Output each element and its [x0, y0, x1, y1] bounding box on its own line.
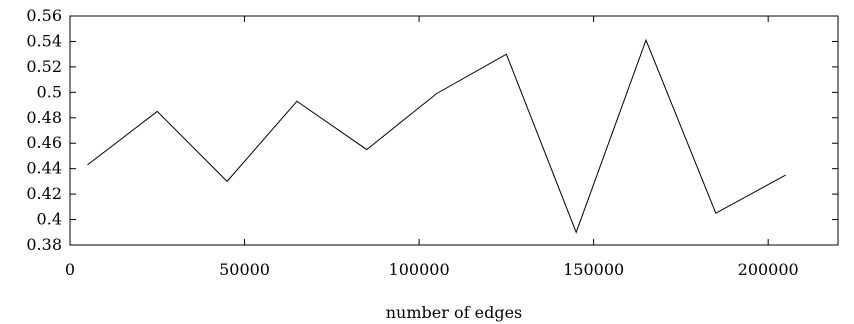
- plot-frame: [69, 15, 839, 246]
- x-tick-label: 100000: [389, 260, 450, 279]
- x-tick-label: 50000: [219, 260, 270, 279]
- x-axis-title: number of edges: [386, 303, 523, 322]
- y-tick-label: 0.46: [26, 133, 62, 152]
- x-axis: 0 50000 100000 150000 200000: [65, 16, 799, 279]
- series-line: [87, 38, 786, 234]
- x-tick-label: 200000: [738, 260, 799, 279]
- y-tick-label: 0.42: [26, 184, 62, 203]
- x-tick-label: 0: [65, 260, 75, 279]
- y-tick-label: 0.5: [37, 82, 62, 101]
- y-tick-label: 0.52: [26, 57, 62, 76]
- y-tick-label: 0.38: [26, 235, 62, 254]
- y-tick-label: 0.54: [26, 31, 62, 50]
- x-tick-label: 150000: [563, 260, 624, 279]
- y-tick-label: 0.44: [26, 159, 62, 178]
- y-tick-label: 0.4: [37, 210, 62, 229]
- y-tick-label: 0.48: [26, 108, 62, 127]
- series-layer: [87, 38, 786, 234]
- plot-frame-group: [69, 15, 839, 246]
- y-axis: 0.38 0.4 0.42 0.44 0.46 0.48 0.5 0.52 0.54 0.56: [26, 6, 838, 254]
- y-tick-label: 0.56: [26, 6, 62, 25]
